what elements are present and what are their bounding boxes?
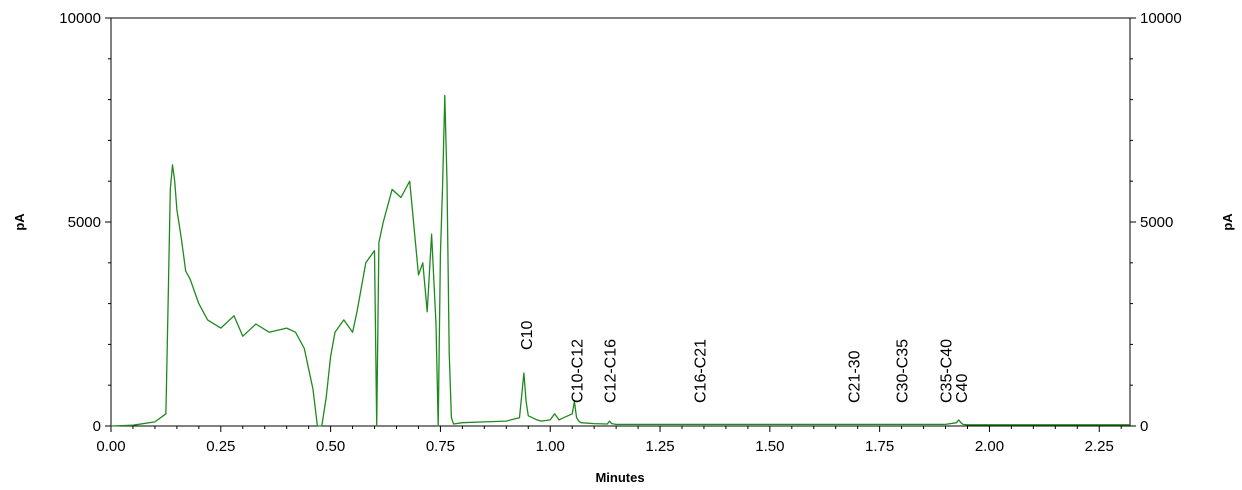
peak-label: C10 [519, 321, 536, 350]
peak-label: C21-30 [846, 350, 863, 403]
y-tick-label-right: 10000 [1140, 10, 1182, 27]
x-tick-label: 2.00 [975, 438, 1004, 455]
peak-label: C10-C12 [570, 339, 587, 403]
x-axis-ticks: 0.00 0.25 0.50 0.75 1.00 1.25 1.50 1.75 2.00 2.25 [96, 426, 1122, 455]
y-tick-label-left: 5000 [68, 214, 101, 231]
peak-label: C30-C35 [895, 339, 912, 403]
x-tick-label: 1.50 [755, 438, 784, 455]
y-axis-left-title: pA [12, 213, 27, 231]
x-tick-label: 1.25 [645, 438, 674, 455]
peak-label: C16-C21 [693, 339, 710, 403]
y-axis-left-ticks: 0 5000 10000 [59, 10, 111, 435]
x-tick-label: 0.50 [316, 438, 345, 455]
peak-annotations: C10 C10-C12 C12-C16 C16-C21 C21-30 C30-C35 C35… [519, 321, 971, 403]
x-tick-label: 1.00 [536, 438, 565, 455]
y-axis-right-ticks: 0 5000 10000 [1130, 10, 1182, 435]
peak-label: C12-C16 [603, 339, 620, 403]
x-tick-label: 2.25 [1085, 438, 1114, 455]
x-tick-label: 0.75 [426, 438, 455, 455]
x-tick-label: 0.00 [96, 438, 125, 455]
y-tick-label-left: 10000 [59, 10, 101, 27]
x-tick-label: 0.25 [206, 438, 235, 455]
y-tick-label-right: 5000 [1140, 214, 1173, 231]
x-axis-title: Minutes [595, 470, 644, 485]
peak-label: C35-C40 [939, 339, 956, 403]
plot-frame [110, 17, 1131, 427]
chromatogram-trace [110, 94, 1130, 427]
y-axis-right-title: pA [1220, 213, 1235, 231]
x-tick-label: 1.75 [865, 438, 894, 455]
y-tick-label-left: 0 [93, 418, 101, 435]
y-tick-label-right: 0 [1140, 418, 1148, 435]
peak-label: C40 [954, 374, 971, 403]
